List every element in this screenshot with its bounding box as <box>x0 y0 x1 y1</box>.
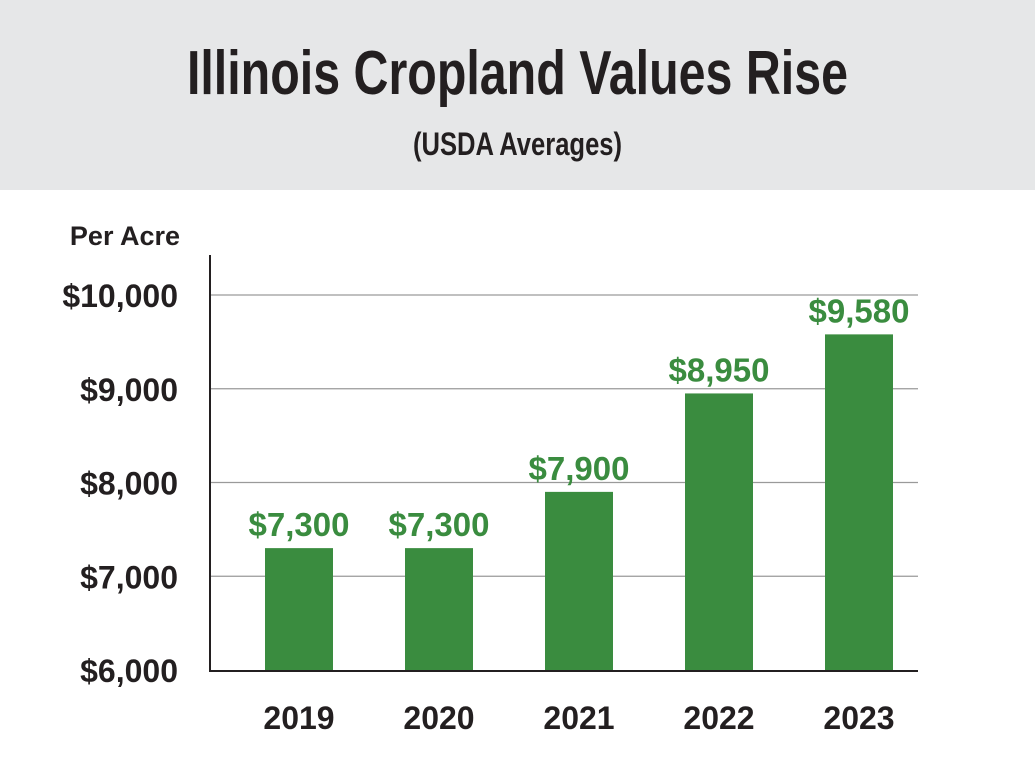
data-label-2019: $7,300 <box>249 506 350 543</box>
data-label-2022: $8,950 <box>669 351 770 388</box>
bar-chart: $6,000 $7,000 $8,000 $9,000 $10,000 Per Acre $… <box>62 221 918 736</box>
y-tick-label: $10,000 <box>62 278 178 314</box>
header-band <box>0 0 1035 190</box>
y-axis-label: Per Acre <box>70 221 180 251</box>
y-tick-label: $6,000 <box>80 653 178 689</box>
chart-title: Illinois Cropland Values Rise <box>186 39 849 108</box>
y-tick-label: $7,000 <box>80 559 178 595</box>
data-label-2021: $7,900 <box>529 450 630 487</box>
y-tick-label: $8,000 <box>80 466 178 502</box>
bar-2021 <box>545 491 613 670</box>
x-tick-label: 2023 <box>823 700 894 736</box>
x-tick-label: 2021 <box>543 700 614 736</box>
x-tick-label: 2022 <box>683 700 754 736</box>
bar-2023 <box>825 334 893 670</box>
x-tick-label: 2019 <box>263 700 334 736</box>
bar-2020 <box>405 548 473 670</box>
data-label-2023: $9,580 <box>809 292 910 329</box>
bar-2022 <box>685 393 753 670</box>
y-tick-label: $9,000 <box>80 372 178 408</box>
chart-subtitle: (USDA Averages) <box>412 126 623 162</box>
x-tick-label: 2020 <box>403 700 474 736</box>
bar-2019 <box>265 548 333 670</box>
data-label-2020: $7,300 <box>389 506 490 543</box>
